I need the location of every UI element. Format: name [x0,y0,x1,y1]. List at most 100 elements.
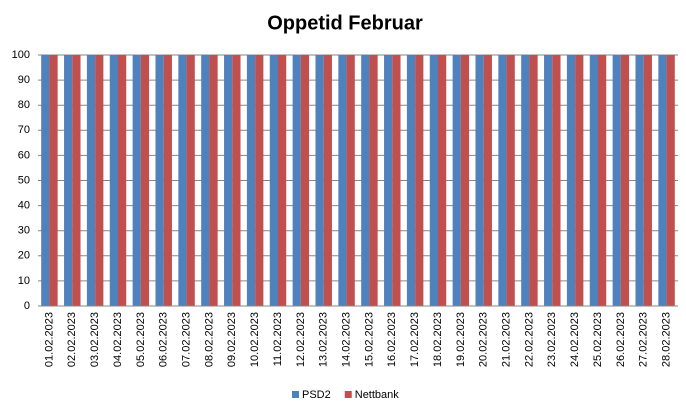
bar [575,55,584,306]
bar [163,55,172,306]
bar [552,55,561,306]
x-tick-label: 21.02.2023 [500,312,512,367]
x-tick-label: 05.02.2023 [135,312,147,367]
x-tick-label: 20.02.2023 [478,312,490,367]
bar [323,55,332,306]
x-tick-label: 06.02.2023 [158,312,170,367]
x-tick-label: 25.02.2023 [592,312,604,367]
bar [41,55,50,306]
bar [544,55,553,306]
bar [300,55,310,306]
x-tick-label: 22.02.2023 [523,312,535,367]
bar [278,55,287,306]
x-tick-label: 09.02.2023 [226,312,238,367]
bar [620,55,630,306]
bar [658,55,667,306]
bar [392,55,401,306]
y-tick-label: 10 [18,275,30,287]
bar [475,55,484,306]
bar [361,55,370,306]
bar [224,55,233,306]
x-tick-label: 18.02.2023 [432,312,444,367]
bar [95,55,104,306]
bar [86,55,96,306]
x-tick-label: 13.02.2023 [318,312,330,367]
x-tick-label: 03.02.2023 [89,312,101,367]
x-tick-label: 08.02.2023 [203,312,215,367]
bar [566,55,576,306]
x-tick-label: 07.02.2023 [180,312,192,367]
y-tick-label: 30 [18,225,30,237]
y-tick-label: 0 [24,300,30,312]
bar [201,55,210,306]
y-tick-label: 80 [18,99,30,111]
x-tick-label: 16.02.2023 [386,312,398,367]
bar [132,55,141,306]
bar [315,55,324,306]
bar [155,55,164,306]
bar [529,55,538,306]
bar [415,55,424,306]
x-tick-label: 04.02.2023 [112,312,124,367]
bar [118,55,127,306]
x-tick-label: 14.02.2023 [340,312,352,367]
x-tick-label: 10.02.2023 [249,312,261,367]
x-tick-label: 27.02.2023 [638,312,650,367]
bar [612,55,621,306]
bar [269,55,278,306]
x-tick-label: 26.02.2023 [615,312,627,367]
x-tick-label: 28.02.2023 [660,312,672,367]
x-tick-label: 11.02.2023 [272,312,284,366]
bar [598,55,607,306]
legend-label: PSD2 [302,389,331,401]
bar [438,55,447,306]
x-tick-label: 01.02.2023 [43,312,55,367]
bar [460,55,470,306]
legend-swatch [292,391,299,398]
y-tick-label: 20 [18,250,30,262]
bar [429,55,438,306]
chart-title: Oppetid Februar [267,12,423,34]
y-tick-label: 60 [18,149,30,161]
y-tick-label: 100 [12,49,30,61]
bar [666,55,675,306]
legend-label: Nettbank [355,389,400,401]
bar [178,55,187,306]
bar [369,55,378,306]
bar [109,55,118,306]
bar [186,55,195,306]
x-tick-label: 12.02.2023 [295,312,307,367]
bar [346,55,355,306]
bar [292,55,301,306]
y-tick-label: 40 [18,200,30,212]
bar [498,55,507,306]
bar [643,55,652,306]
x-tick-label: 24.02.2023 [569,312,581,367]
bar [64,55,73,306]
x-tick-label: 19.02.2023 [455,312,467,367]
bar [209,55,218,306]
y-tick-label: 50 [18,174,30,186]
bar [140,55,150,306]
bar [246,55,256,306]
bar [384,55,393,306]
bar [506,55,515,306]
y-tick-label: 90 [18,74,30,86]
x-tick-label: 23.02.2023 [546,312,558,367]
bar [483,55,492,306]
y-tick-label: 70 [18,124,30,136]
bar [635,55,644,306]
bar [521,55,530,306]
bar [255,55,264,306]
bar [589,55,598,306]
bar [452,55,461,306]
legend-swatch [344,391,352,398]
bar [232,55,241,306]
bar [338,55,347,306]
x-tick-label: 17.02.2023 [409,312,421,367]
bar [72,55,81,306]
x-tick-label: 15.02.2023 [363,312,375,367]
bar [406,55,416,306]
bar [49,55,58,306]
